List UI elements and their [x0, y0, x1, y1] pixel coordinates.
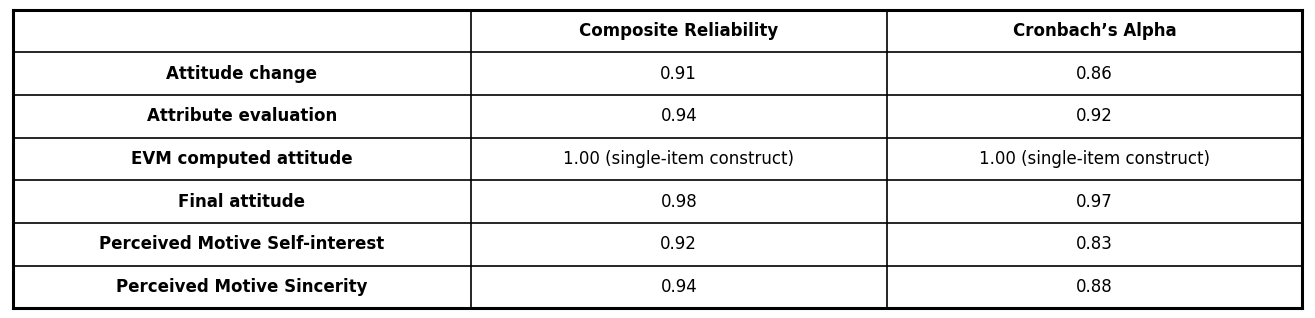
Text: Composite Reliability: Composite Reliability — [579, 22, 778, 40]
Text: 0.92: 0.92 — [1076, 107, 1112, 125]
Text: Perceived Motive Sincerity: Perceived Motive Sincerity — [116, 278, 368, 296]
Text: 1.00 (single-item construct): 1.00 (single-item construct) — [978, 150, 1210, 168]
Text: 0.91: 0.91 — [660, 65, 697, 83]
Text: EVM computed attitude: EVM computed attitude — [132, 150, 352, 168]
Text: 0.94: 0.94 — [660, 107, 697, 125]
Text: Cronbach’s Alpha: Cronbach’s Alpha — [1013, 22, 1176, 40]
Text: 0.97: 0.97 — [1076, 193, 1112, 211]
Text: 0.83: 0.83 — [1076, 235, 1112, 253]
Text: Final attitude: Final attitude — [179, 193, 305, 211]
Text: Perceived Motive Self-interest: Perceived Motive Self-interest — [99, 235, 384, 253]
Text: Attitude change: Attitude change — [167, 65, 317, 83]
Text: 0.88: 0.88 — [1076, 278, 1112, 296]
Text: 0.98: 0.98 — [660, 193, 697, 211]
Text: 0.86: 0.86 — [1076, 65, 1112, 83]
Text: 0.92: 0.92 — [660, 235, 697, 253]
Text: 0.94: 0.94 — [660, 278, 697, 296]
Text: Attribute evaluation: Attribute evaluation — [147, 107, 337, 125]
Text: 1.00 (single-item construct): 1.00 (single-item construct) — [563, 150, 794, 168]
